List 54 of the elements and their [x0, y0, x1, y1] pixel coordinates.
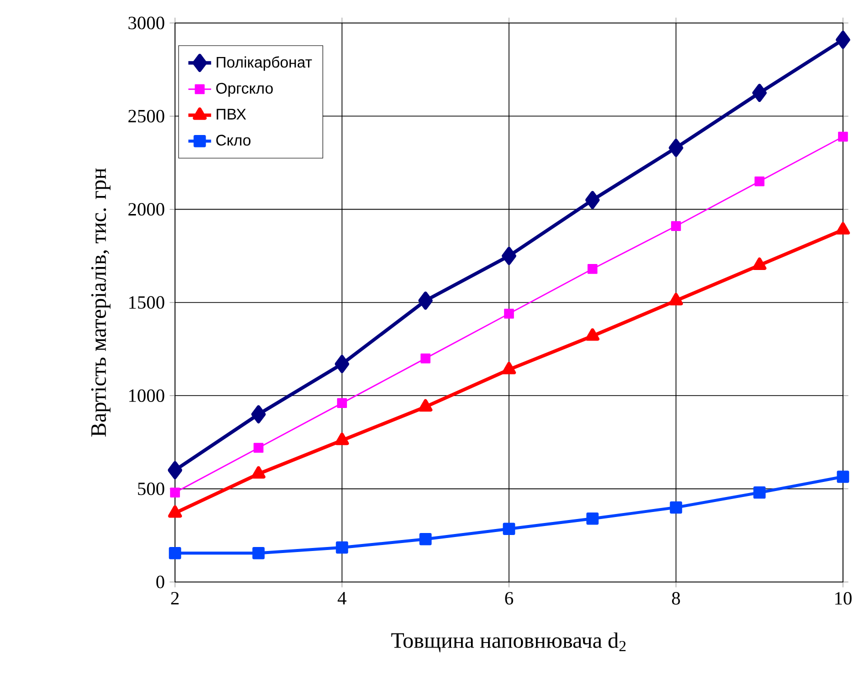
y-axis-title: Вартість матеріалів, тис. грн — [91, 168, 110, 437]
legend-label: Оргскло — [216, 82, 273, 97]
y-tick-label: 500 — [138, 482, 164, 496]
y-tick-label: 3000 — [128, 16, 164, 30]
x-tick-label: 2 — [171, 592, 179, 604]
point — [335, 432, 349, 446]
x-tick-label: 10 — [835, 592, 852, 605]
point — [752, 257, 766, 270]
point — [671, 221, 681, 232]
legend-label: Полікарбонат — [216, 56, 312, 71]
point — [334, 354, 350, 374]
x-tick-label: 4 — [338, 592, 346, 604]
point — [838, 132, 848, 142]
y-tick-label: 2000 — [128, 203, 164, 216]
x-tick-label: 6 — [505, 592, 514, 605]
point — [502, 246, 516, 265]
point — [168, 505, 182, 518]
y-tick-label: 0 — [156, 576, 164, 588]
point — [504, 308, 514, 319]
point — [588, 264, 598, 274]
point — [252, 466, 266, 479]
point — [669, 292, 683, 306]
point — [753, 486, 766, 499]
x-tick-label: 8 — [672, 592, 680, 605]
legend-label: Скло — [216, 134, 250, 146]
point — [336, 541, 348, 554]
point — [170, 488, 180, 498]
point — [502, 362, 516, 374]
point — [752, 84, 767, 102]
point — [337, 398, 347, 408]
point — [254, 442, 264, 453]
point — [168, 546, 182, 560]
point — [668, 138, 684, 157]
point — [418, 292, 433, 310]
point — [836, 30, 850, 49]
point — [502, 522, 516, 536]
y-tick-label: 2500 — [128, 110, 164, 122]
y-tick-label: 1500 — [129, 296, 164, 309]
point — [252, 546, 265, 560]
point — [168, 461, 182, 480]
point — [836, 222, 850, 235]
point — [754, 176, 764, 186]
point — [251, 405, 266, 424]
point — [586, 512, 599, 525]
y-tick-label: 1000 — [129, 389, 164, 402]
point — [836, 470, 850, 483]
point — [586, 328, 600, 341]
point — [419, 532, 432, 546]
legend-label: ПВХ — [216, 108, 246, 120]
point — [585, 190, 600, 210]
point — [670, 501, 682, 514]
point — [418, 399, 432, 412]
x-axis-title: Товщина наповнювача d$_{2}$ — [391, 632, 626, 652]
point — [420, 353, 430, 364]
